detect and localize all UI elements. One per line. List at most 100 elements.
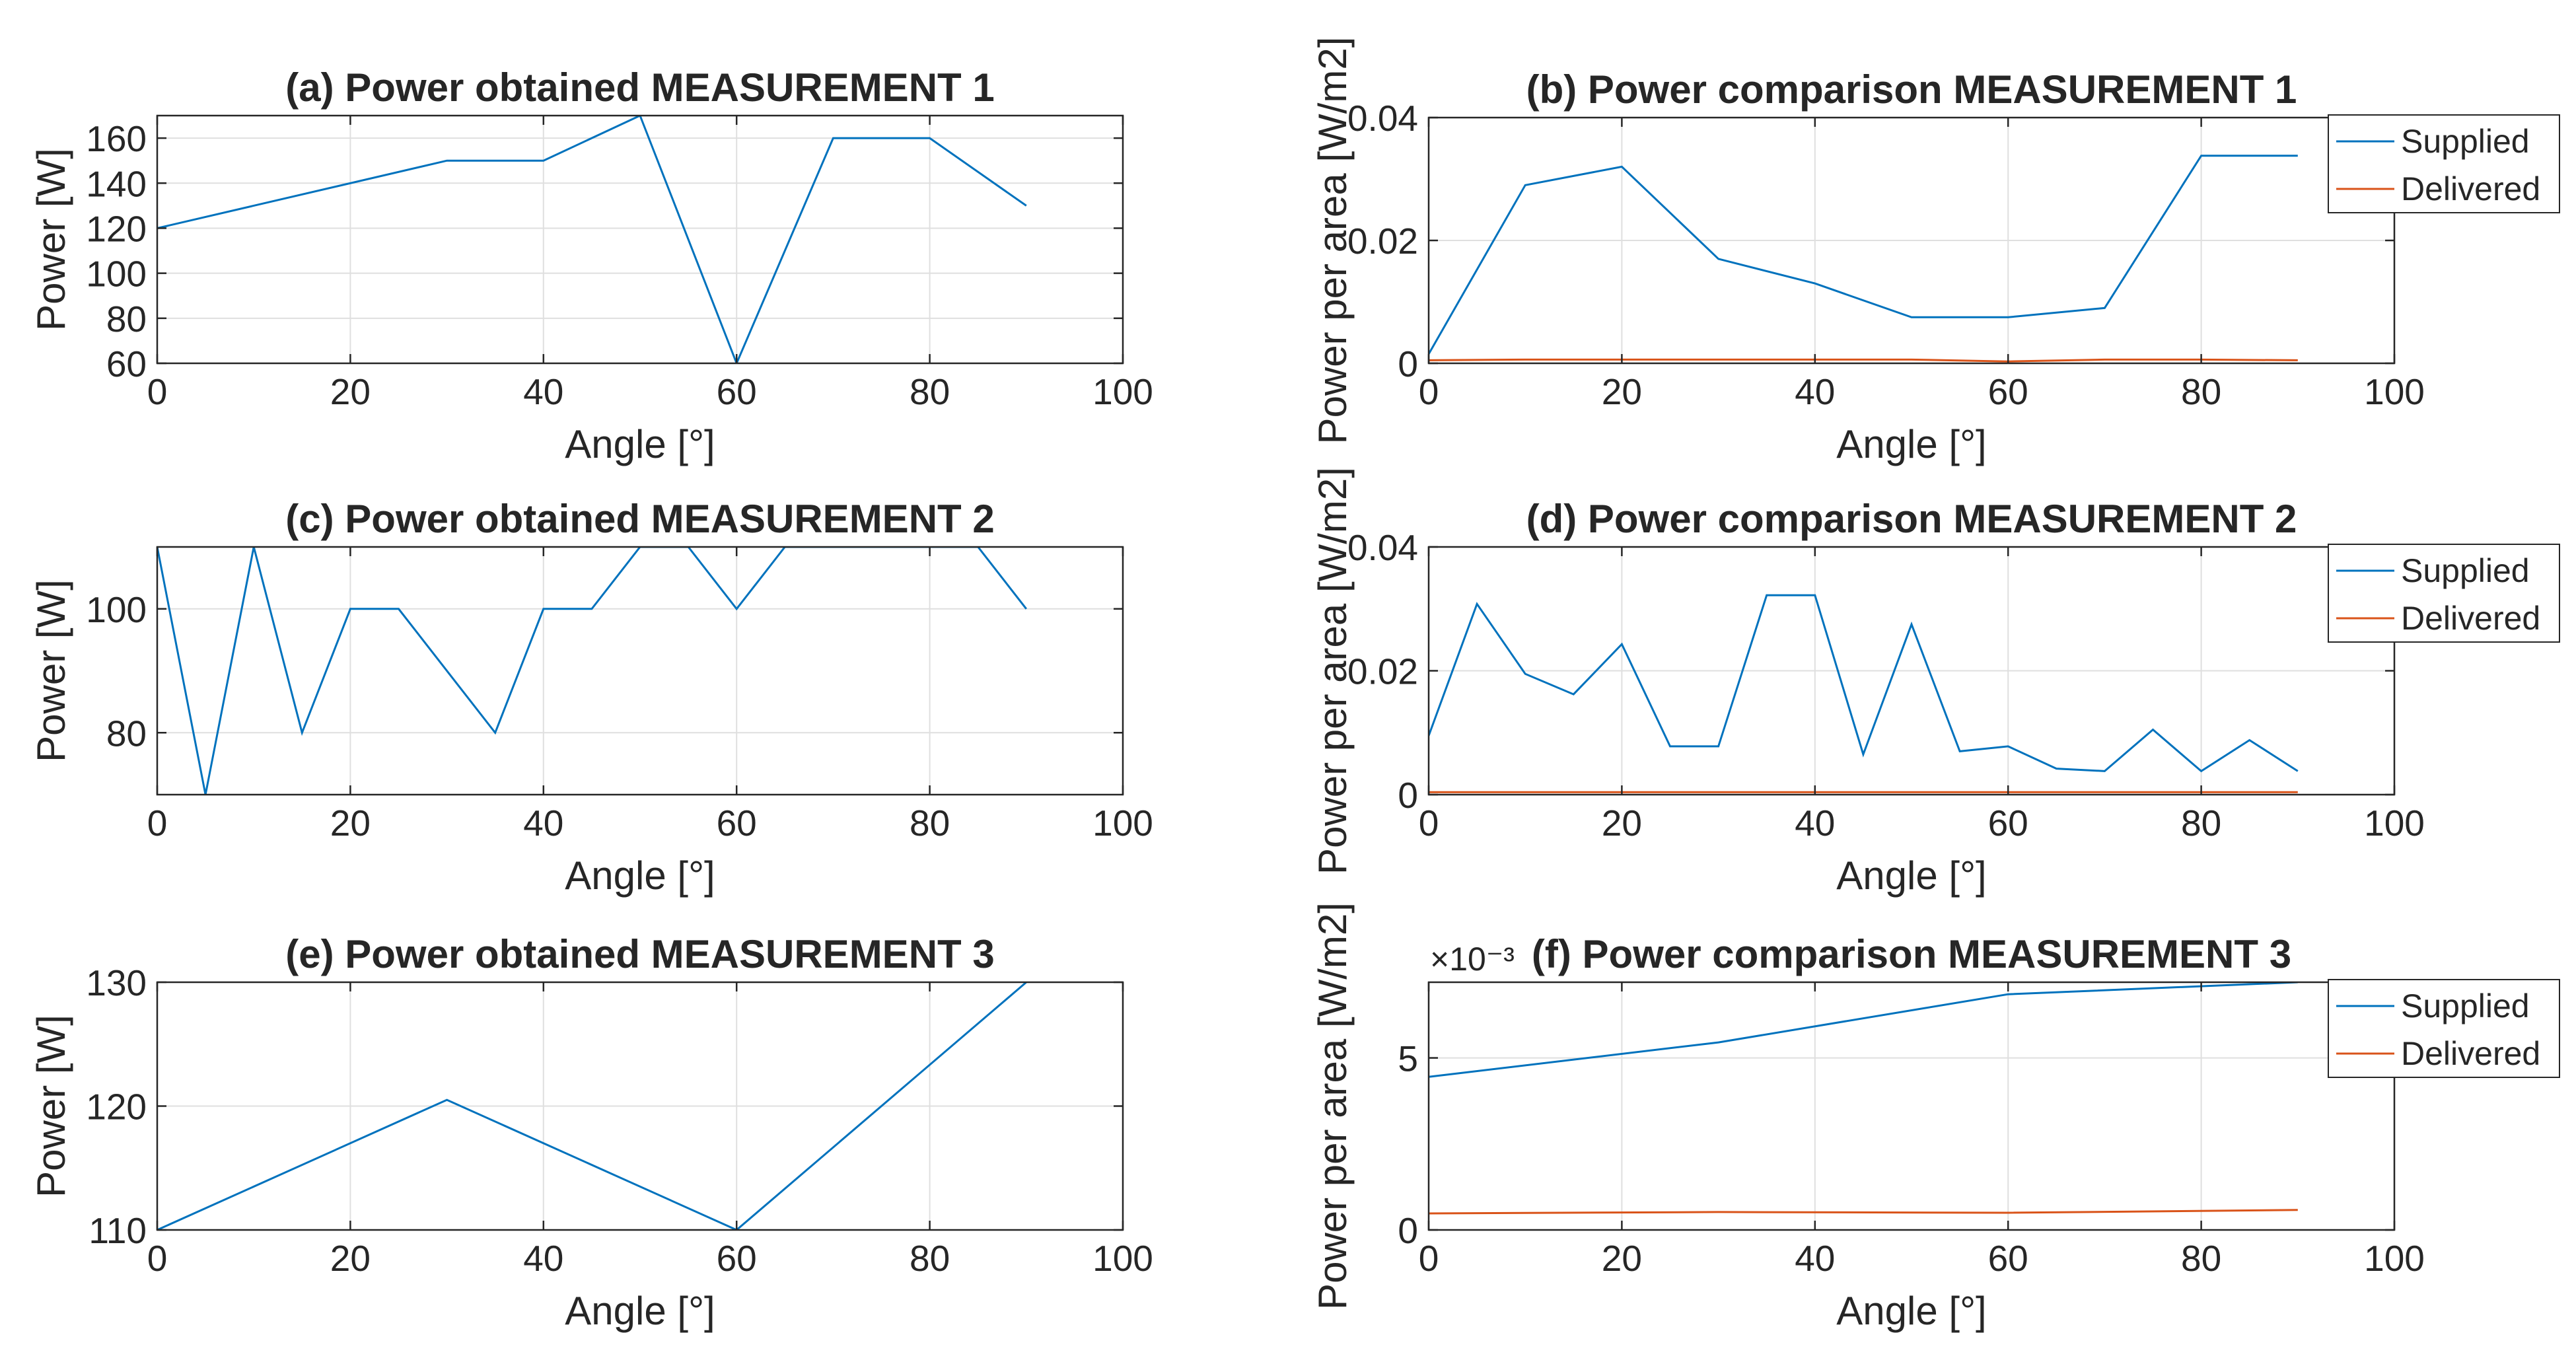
y-tick-label: 0.04: [1347, 98, 1418, 139]
axes-box: [156, 546, 1124, 796]
axes-box: [1427, 981, 2396, 1231]
chart-title: (c) Power obtained MEASUREMENT 2: [285, 497, 994, 541]
chart-title: (f) Power comparison MEASUREMENT 3: [1532, 932, 2291, 976]
x-tick-label: 100: [2364, 1238, 2425, 1279]
x-tick-label: 80: [2181, 1238, 2221, 1279]
series-line-delivered: [1428, 358, 2298, 363]
x-tick-label: 20: [330, 1238, 371, 1279]
x-tick-label: 40: [1795, 803, 1835, 844]
x-tick-label: 40: [1795, 1238, 1835, 1279]
y-tick-label: 140: [86, 163, 147, 204]
x-tick-label: 100: [1092, 1238, 1153, 1279]
legend-label: Supplied: [2401, 123, 2530, 160]
x-tick-label: 20: [330, 371, 371, 412]
x-tick-label: 100: [1092, 803, 1153, 844]
y-tick-label: 0.02: [1347, 651, 1418, 692]
y-axis-label: Power per area [W/m2]: [1310, 902, 1355, 1310]
x-tick-label: 100: [2364, 371, 2425, 412]
x-tick-label: 40: [523, 371, 563, 412]
series-line-supplied: [1428, 982, 2298, 1078]
y-tick-label: 130: [86, 962, 147, 1003]
y-tick-label: 80: [106, 713, 147, 754]
x-tick-label: 0: [147, 803, 168, 844]
legend-box: [2328, 979, 2560, 1078]
x-tick-label: 20: [1602, 1238, 1642, 1279]
legend: Supplied Delivered: [2328, 979, 2560, 1078]
x-tick-label: 0: [1419, 371, 1439, 412]
series-line-supplied: [1428, 594, 2299, 773]
x-axis-label: Angle [°]: [565, 853, 715, 898]
x-axis-label: Angle [°]: [565, 422, 715, 466]
x-tick-label: 100: [1092, 371, 1153, 412]
y-axis-label: Power per area [W/m2]: [1310, 37, 1355, 445]
y-tick-label: 100: [86, 254, 147, 295]
plot-area: [157, 116, 1123, 363]
legend-box: [2328, 544, 2560, 643]
series-line-supplied: [1428, 155, 2298, 355]
x-tick-label: 20: [330, 803, 371, 844]
y-tick-label: 80: [106, 299, 147, 340]
x-tick-label: 100: [2364, 803, 2425, 844]
y-tick-label: 0: [1398, 343, 1418, 384]
chart-e: 0 20 40 60 80 100 110 120 130 (e) Power obtained …: [29, 932, 1153, 1333]
x-axis-label: Angle [°]: [565, 1289, 715, 1333]
legend-label: Supplied: [2401, 552, 2530, 589]
chart-f: 0 20 40 60 80 100 0 5 (f) Power comparison MEASU…: [1310, 902, 2560, 1333]
x-tick-label: 60: [717, 371, 757, 412]
chart-c: 0 20 40 60 80 100 80 100 (c) Power obtained MEAS…: [29, 497, 1153, 898]
x-tick-label: 20: [1602, 803, 1642, 844]
chart-title: (e) Power obtained MEASUREMENT 3: [285, 932, 994, 976]
y-tick-label: 0: [1398, 1210, 1418, 1251]
series-line-delivered: [1428, 1209, 2298, 1215]
x-tick-label: 40: [1795, 371, 1835, 412]
y-tick-label: 0.02: [1347, 221, 1418, 262]
plot-area: [157, 547, 1123, 795]
y-tick-label: 100: [86, 589, 147, 630]
chart-title: (d) Power comparison MEASUREMENT 2: [1526, 497, 2297, 541]
series-line-power: [157, 115, 1027, 364]
y-tick-label: 110: [89, 1210, 147, 1251]
legend-box: [2328, 114, 2560, 213]
x-tick-label: 80: [2181, 371, 2221, 412]
chart-title: (a) Power obtained MEASUREMENT 1: [285, 65, 994, 110]
x-tick-label: 40: [523, 1238, 563, 1279]
legend: Supplied Delivered: [2328, 544, 2560, 643]
chart-title: (b) Power comparison MEASUREMENT 1: [1526, 67, 2297, 112]
x-axis-label: Angle [°]: [1836, 853, 1986, 898]
x-tick-label: 80: [910, 1238, 950, 1279]
x-tick-label: 60: [1988, 1238, 2028, 1279]
y-axis-label: Power [W]: [29, 1015, 73, 1198]
x-tick-label: 0: [147, 371, 168, 412]
y-axis-label: Power [W]: [29, 579, 73, 762]
chart-b: 0 20 40 60 80 100 0 0.02 0.04 (b) Power compariso…: [1310, 37, 2560, 466]
x-tick-label: 60: [1988, 371, 2028, 412]
y-tick-label: 0.04: [1347, 527, 1418, 568]
y-exponent-label: ×10⁻³: [1430, 941, 1515, 978]
x-tick-label: 60: [717, 1238, 757, 1279]
legend-label: Supplied: [2401, 988, 2530, 1024]
plot-area: [1429, 982, 2394, 1230]
y-tick-label: 60: [106, 343, 147, 384]
x-tick-label: 80: [910, 803, 950, 844]
x-tick-label: 60: [1988, 803, 2028, 844]
chart-d: 0 20 40 60 80 100 0 0.02 0.04 (d) Power compariso…: [1310, 467, 2560, 898]
legend-label: Delivered: [2401, 600, 2540, 637]
x-tick-label: 0: [1419, 803, 1439, 844]
x-tick-label: 80: [910, 371, 950, 412]
y-tick-label: 120: [86, 208, 147, 249]
legend-label: Delivered: [2401, 170, 2540, 207]
y-tick-label: 160: [86, 118, 147, 159]
x-tick-label: 40: [523, 803, 563, 844]
y-tick-label: 5: [1398, 1038, 1418, 1079]
x-tick-label: 20: [1602, 371, 1642, 412]
y-tick-label: 120: [86, 1087, 147, 1128]
y-axis-label: Power [W]: [29, 148, 73, 331]
x-tick-label: 0: [1419, 1238, 1439, 1279]
x-tick-label: 0: [147, 1238, 168, 1279]
x-tick-label: 60: [717, 803, 757, 844]
axes-box: [156, 114, 1124, 365]
legend: Supplied Delivered: [2328, 114, 2560, 213]
series-line-power: [157, 982, 1027, 1231]
